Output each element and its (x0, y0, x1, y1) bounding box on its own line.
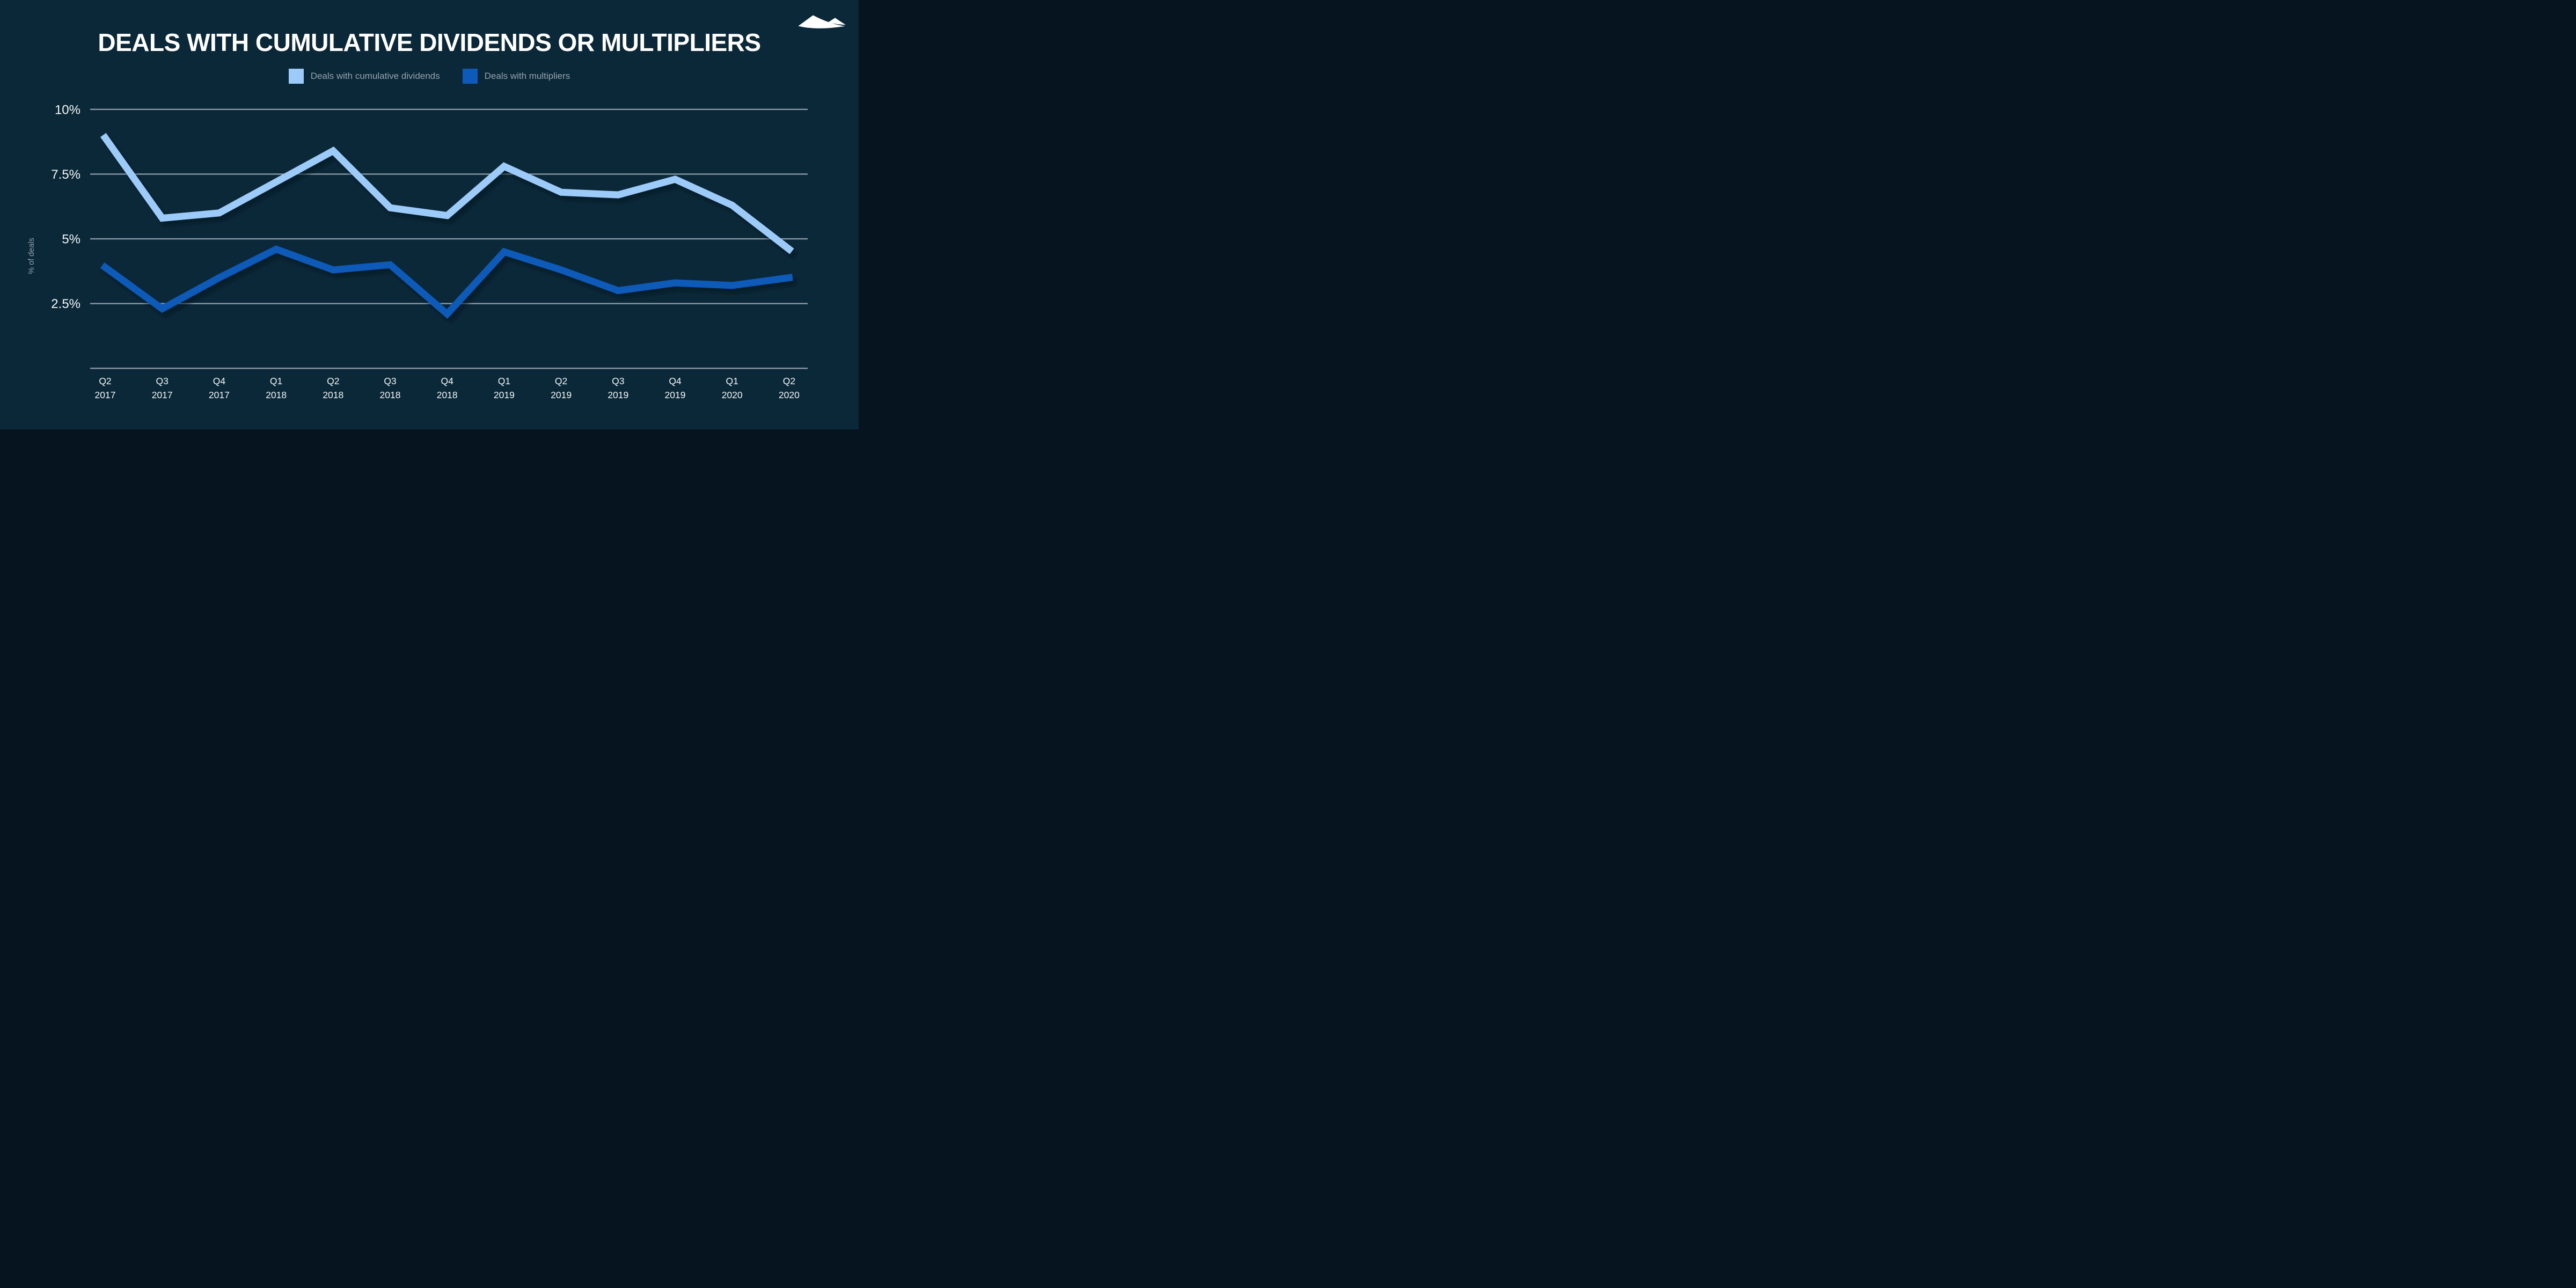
legend: Deals with cumulative dividends Deals wi… (0, 69, 859, 84)
x-tick-label: Q2 2018 (323, 376, 343, 400)
series-line-deals-with-multipliers (100, 245, 793, 319)
legend-item-multipliers: Deals with multipliers (462, 69, 570, 84)
chart-canvas: 10% 7.5% 5% 2.5% Q2 2017 Q3 2017 Q4 2017 Q1 2018 Q2 2… (27, 103, 808, 400)
logo-large-peak (798, 15, 845, 28)
page-title: DEALS WITH CUMULATIVE DIVIDENDS OR MULTI… (98, 28, 761, 56)
legend-swatch-cumulative-dividends (288, 69, 304, 84)
y-tick-label: 5% (62, 232, 80, 247)
x-tick-label: Q3 2019 (608, 376, 628, 400)
chart-page: DEALS WITH CUMULATIVE DIVIDENDS OR MULTI… (0, 0, 859, 429)
x-tick-label: Q4 2019 (665, 376, 686, 400)
x-tick-label: Q2 2020 (779, 376, 800, 400)
legend-item-cumulative-dividends: Deals with cumulative dividends (288, 69, 440, 84)
mountain-peaks-logo-icon (798, 15, 846, 28)
x-tick-label: Q4 2017 (209, 376, 230, 400)
y-tick-label: 7.5% (51, 167, 80, 182)
series-line-deals-with-cumulative-dividends (100, 133, 794, 254)
x-tick-label: Q4 2018 (437, 376, 458, 400)
legend-label: Deals with multipliers (484, 71, 570, 81)
x-tick-label: Q2 2019 (551, 376, 572, 400)
x-tick-label: Q3 2018 (380, 376, 401, 400)
legend-swatch-multipliers (462, 69, 478, 84)
y-tick-label: 2.5% (51, 297, 80, 311)
x-tick-label: Q1 2019 (494, 376, 515, 400)
y-tick-label: 10% (55, 103, 80, 117)
x-tick-label: Q1 2020 (722, 376, 743, 400)
x-tick-label: Q3 2017 (152, 376, 173, 400)
legend-label: Deals with cumulative dividends (310, 71, 440, 81)
y-axis-title: % of deals (27, 238, 36, 274)
logo-small-peak (828, 18, 846, 25)
x-tick-label: Q1 2018 (266, 376, 287, 400)
x-tick-label: Q2 2017 (95, 376, 116, 400)
